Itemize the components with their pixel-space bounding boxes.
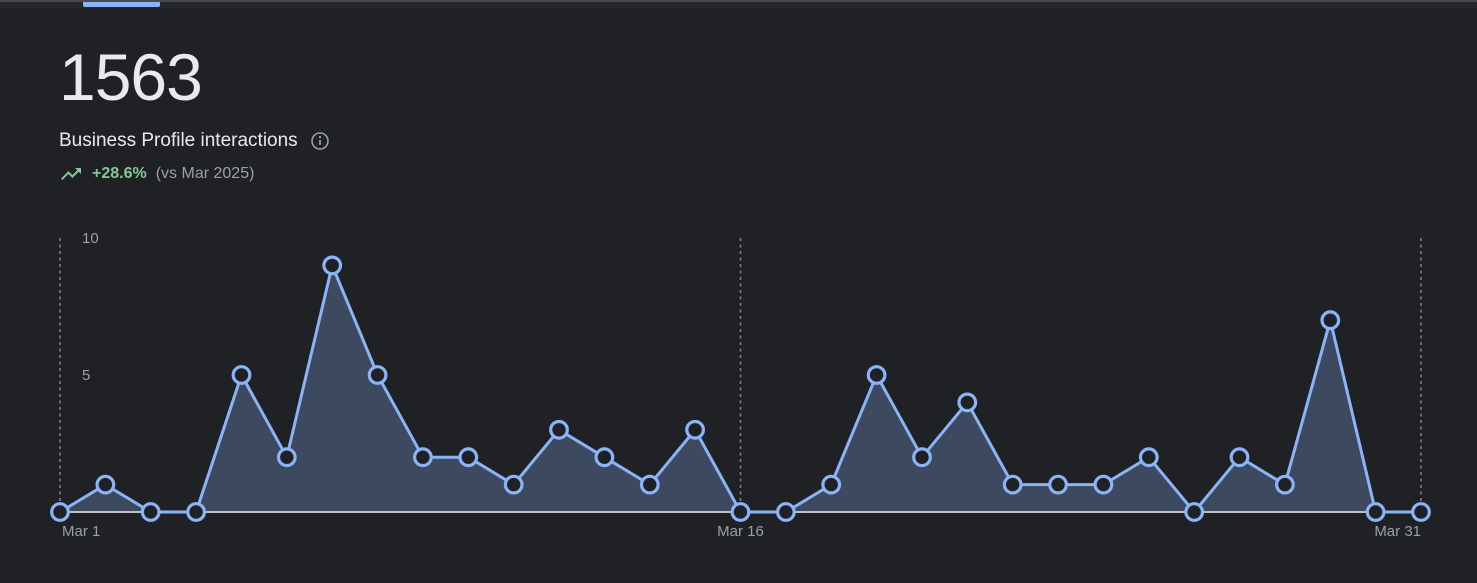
data-point-marker[interactable] [549,419,569,440]
active-tab-indicator[interactable] [83,2,160,7]
data-point-marker[interactable] [912,447,932,468]
data-point-marker[interactable] [1320,310,1341,331]
metric-summary: 1563 Business Profile interactions +28.6… [59,42,330,184]
data-point-marker[interactable] [140,502,161,522]
info-icon[interactable] [310,131,330,151]
data-point-marker[interactable] [1002,474,1023,495]
data-point-marker[interactable] [685,419,705,440]
top-scrollbar-track [0,0,1477,8]
trending-up-icon [59,164,83,184]
data-point-marker[interactable] [458,447,479,468]
trend-comparison: (vs Mar 2025) [155,165,255,182]
data-point-marker[interactable] [322,255,343,276]
data-point-marker[interactable] [367,365,388,385]
data-point-marker[interactable] [1229,447,1250,468]
data-point-marker[interactable] [1184,502,1205,522]
interactions-chart-container: 5 10 Mar 1 Mar 16 Mar 31 [0,225,1477,565]
data-point-marker[interactable] [503,474,524,495]
data-point-marker[interactable] [866,365,887,385]
x-axis-tick-label: Mar 16 [717,523,764,540]
data-point-marker[interactable] [957,392,978,413]
data-point-marker[interactable] [276,447,297,468]
data-point-marker[interactable] [1365,502,1386,522]
metric-value: 1563 [59,40,203,114]
data-point-marker[interactable] [1093,474,1114,495]
data-point-marker[interactable] [95,474,116,495]
data-point-marker[interactable] [413,447,433,468]
y-axis-tick-label: 5 [82,367,90,384]
trend-delta: +28.6% [92,165,147,182]
data-point-marker[interactable] [730,502,751,522]
data-point-marker[interactable] [776,502,796,522]
data-point-marker[interactable] [594,447,615,468]
x-axis-tick-label: Mar 31 [1374,523,1421,540]
data-point-marker[interactable] [1274,474,1295,495]
data-point-marker[interactable] [821,474,842,495]
y-axis-tick-label: 10 [82,230,99,247]
x-axis-tick-label: Mar 1 [62,523,100,540]
data-point-marker[interactable] [231,365,252,385]
data-point-marker[interactable] [1138,447,1159,468]
metric-label: Business Profile interactions [59,130,298,151]
data-point-marker[interactable] [1048,474,1068,495]
data-point-marker[interactable] [639,474,660,495]
data-point-marker[interactable] [50,502,70,522]
interactions-chart[interactable]: 5 10 Mar 1 Mar 16 Mar 31 [0,225,1477,565]
chart-area-fill [60,265,1421,512]
data-point-marker[interactable] [186,502,207,522]
data-point-marker[interactable] [1411,502,1431,522]
